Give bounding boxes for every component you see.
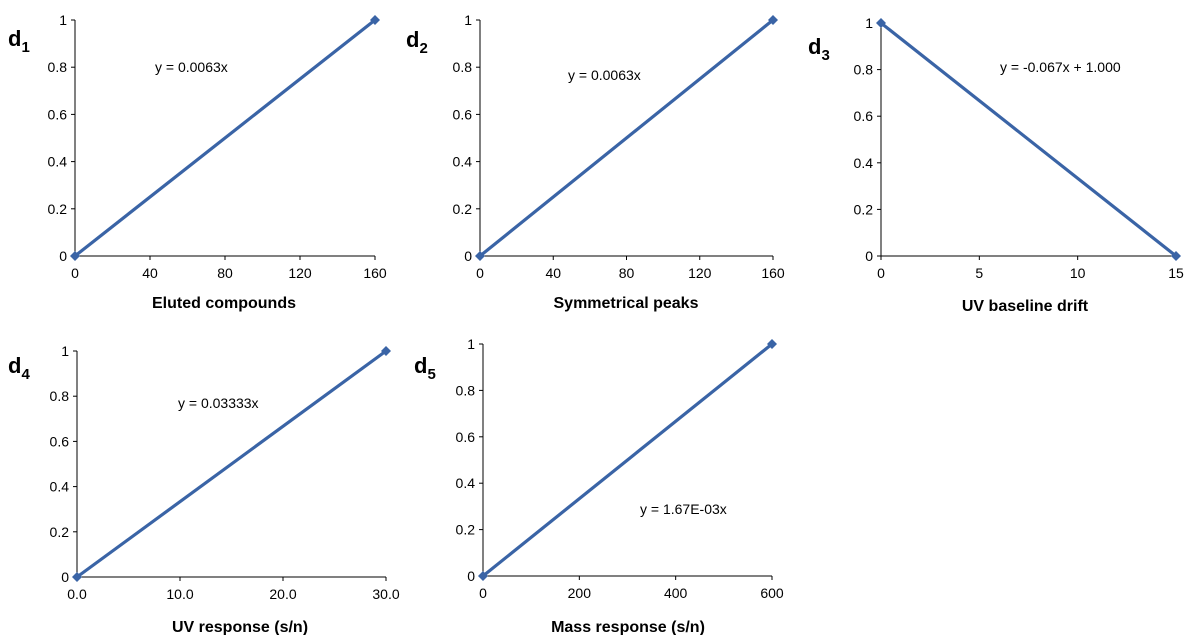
trendline-equation: y = 0.03333x: [178, 395, 259, 411]
panel-label-letter: d: [8, 26, 21, 51]
y-tick-label: 0.8: [456, 382, 476, 398]
x-tick-label: 15: [1168, 265, 1184, 281]
x-tick-label: 120: [688, 265, 712, 281]
panel-label-subscript: 1: [21, 39, 29, 56]
y-tick-label: 1: [865, 15, 873, 31]
trendline-equation: y = 0.0063x: [568, 67, 641, 83]
trendline-equation: y = 1.67E-03x: [640, 501, 727, 517]
x-tick-label: 10.0: [166, 586, 193, 602]
y-tick-label: 0.4: [453, 154, 473, 170]
x-tick-label: 600: [760, 585, 784, 601]
x-tick-label: 40: [142, 265, 158, 281]
y-tick-label: 0: [865, 248, 873, 264]
x-tick-label: 0: [71, 265, 79, 281]
chart-panel-d4: 00.20.40.60.810.0 10.0 20.0 30.0y = 0.03333…: [8, 343, 400, 635]
x-axis-title: Eluted compounds: [152, 295, 296, 312]
y-tick-label: 0.2: [453, 201, 473, 217]
panel-label: d4: [8, 353, 30, 383]
y-tick-label: 0.6: [456, 429, 476, 445]
panel-label-subscript: 5: [427, 366, 435, 383]
x-axis-title: Symmetrical peaks: [554, 295, 699, 312]
x-tick-label: 40: [545, 265, 561, 281]
y-tick-label: 1: [467, 336, 475, 352]
chart-panel-d3: 00.20.40.60.810 5 10 15y = -0.067x + 1.000U…: [808, 15, 1184, 315]
x-tick-label: 30.0: [372, 586, 399, 602]
trendline-equation: y = 0.0063x: [155, 59, 228, 75]
series-line: [880, 21, 1177, 258]
data-point-marker: [478, 571, 488, 581]
panel-label-letter: d: [406, 27, 419, 52]
y-tick-label: 0.8: [854, 62, 874, 78]
data-point-marker: [876, 18, 886, 28]
data-point-marker: [72, 572, 82, 582]
data-point-marker: [370, 15, 380, 25]
chart-panel-d5: 0 0.2 0.4 0.6 0.8 1 0 200 400 600 y = 1.67E-03x Mas…: [414, 336, 784, 635]
panel-label-letter: d: [808, 34, 821, 59]
chart-panel-d1: 0 0.2 0.4 0.6 0.8 1 0 40 80 120 160 y = 0.0063x Elut…: [8, 12, 387, 312]
x-tick-label: 5: [975, 265, 983, 281]
chart-panel-d2: 0 0.2 0.4 0.6 0.8 1 0 40 80 120 160 y = 0.0063x Symm…: [406, 12, 785, 312]
y-tick-label: 0.6: [453, 106, 473, 122]
y-tick-label: 0.2: [456, 522, 476, 538]
series-line: [478, 18, 775, 258]
panel-label: d2: [406, 27, 428, 57]
y-tick-label: 0.8: [453, 59, 473, 75]
x-tick-label: 200: [568, 585, 592, 601]
y-tick-label: 0: [464, 248, 472, 264]
trendline-equation: y = -0.067x + 1.000: [1000, 59, 1121, 75]
y-tick-label: 0.6: [854, 108, 874, 124]
x-tick-label: 80: [619, 265, 635, 281]
panel-label-subscript: 2: [419, 40, 427, 57]
x-axis-title: UV baseline drift: [962, 298, 1089, 315]
x-tick-label: 20.0: [269, 586, 296, 602]
y-tick-label: 0.4: [48, 154, 68, 170]
series-line: [76, 349, 387, 579]
data-point-marker: [767, 339, 777, 349]
y-tick-label: 0: [467, 568, 475, 584]
x-axis-title: Mass response (s/n): [551, 619, 705, 635]
y-tick-label: 0: [61, 569, 69, 585]
y-tick-label: 1: [59, 12, 67, 28]
panel-label: d1: [8, 26, 30, 56]
data-point-marker: [475, 251, 485, 261]
panel-label: d3: [808, 34, 830, 64]
data-point-marker: [381, 346, 391, 356]
x-tick-label: 0.0: [67, 586, 87, 602]
x-tick-label: 160: [363, 265, 387, 281]
x-axis-title: UV response (s/n): [172, 619, 308, 635]
x-tick-label: 0: [877, 265, 885, 281]
x-tick-label: 160: [761, 265, 785, 281]
y-tick-label: 1: [464, 12, 472, 28]
x-tick-label: 0: [476, 265, 484, 281]
x-tick-label: 10: [1070, 265, 1086, 281]
data-point-marker: [70, 251, 80, 261]
y-tick-label: 0.2: [854, 201, 874, 217]
series-line: [481, 342, 774, 578]
panel-label: d5: [414, 353, 436, 383]
panel-label-letter: d: [414, 353, 427, 378]
y-tick-label: 0.4: [50, 479, 70, 495]
panel-label-letter: d: [8, 353, 21, 378]
y-tick-label: 0.4: [456, 475, 476, 491]
data-point-marker: [1171, 251, 1181, 261]
y-tick-label: 1: [61, 343, 69, 359]
y-tick-label: 0.2: [50, 524, 70, 540]
y-tick-label: 0.4: [854, 155, 874, 171]
panel-label-subscript: 4: [21, 366, 30, 383]
x-tick-label: 400: [664, 585, 688, 601]
series-line: [74, 18, 376, 258]
x-tick-label: 120: [288, 265, 312, 281]
y-tick-label: 0.8: [48, 59, 68, 75]
data-point-marker: [768, 15, 778, 25]
x-tick-label: 80: [217, 265, 233, 281]
y-tick-label: 0.6: [48, 106, 68, 122]
y-tick-label: 0.6: [50, 433, 70, 449]
x-tick-label: 0: [479, 585, 487, 601]
y-tick-label: 0.2: [48, 201, 68, 217]
y-tick-label: 0: [59, 248, 67, 264]
y-tick-label: 0.8: [50, 388, 70, 404]
panel-label-subscript: 3: [821, 47, 829, 64]
